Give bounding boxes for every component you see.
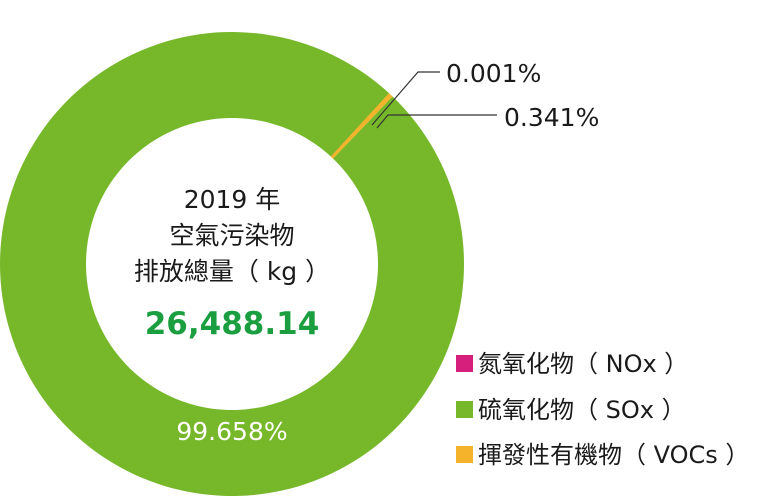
legend-item-nox: 氮氧化物（ NOx ） xyxy=(456,350,688,378)
center-title-line-3: 排放總量（ kg ） xyxy=(134,257,330,286)
legend-label-vocs: 揮發性有機物（ VOCs ） xyxy=(478,441,749,469)
donut-slices xyxy=(0,32,464,496)
center-text: 2019 年 空氣污染物 排放總量（ kg ） 26,488.14 xyxy=(134,185,330,342)
legend: 氮氧化物（ NOx ） 硫氧化物（ SOx ） 揮發性有機物（ VOCs ） xyxy=(456,350,749,469)
legend-swatch-nox xyxy=(456,355,473,372)
center-title-line-2: 空氣污染物 xyxy=(169,221,294,250)
center-total-value: 26,488.14 xyxy=(145,306,320,342)
slice-label-sox: 99.658% xyxy=(176,417,287,446)
legend-swatch-sox xyxy=(456,401,473,418)
legend-swatch-vocs xyxy=(456,446,473,463)
callout-line-vocs xyxy=(376,114,497,129)
callout-label-nox: 0.001% xyxy=(446,59,541,88)
legend-label-sox: 硫氧化物（ SOx ） xyxy=(478,396,686,424)
legend-label-nox: 氮氧化物（ NOx ） xyxy=(478,350,688,378)
legend-item-vocs: 揮發性有機物（ VOCs ） xyxy=(456,441,749,469)
slice-vocs xyxy=(330,93,393,159)
callouts: 0.001% 0.341% 99.658% xyxy=(176,59,599,446)
legend-item-sox: 硫氧化物（ SOx ） xyxy=(456,396,686,424)
callout-label-vocs: 0.341% xyxy=(504,103,599,132)
slice-sox xyxy=(0,32,464,496)
callout-line-nox xyxy=(371,71,440,126)
center-title-line-1: 2019 年 xyxy=(184,185,281,214)
